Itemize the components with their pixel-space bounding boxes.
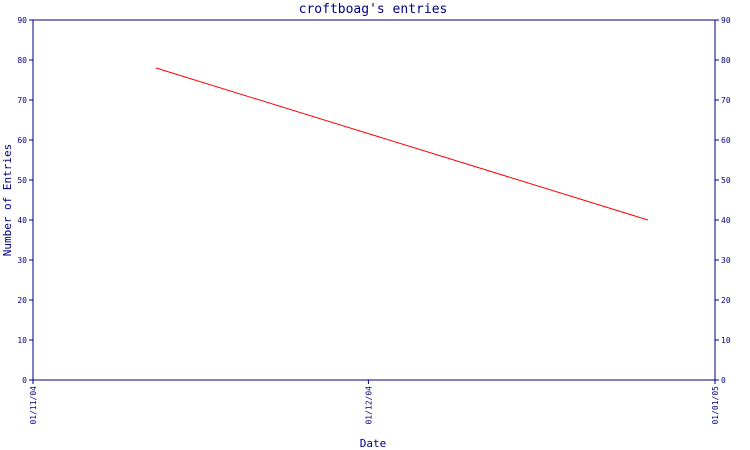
x-tick-label: 01/11/04 xyxy=(29,386,38,425)
y-tick-label-left: 90 xyxy=(17,16,27,25)
series-line xyxy=(155,67,649,221)
x-axis: 01/11/04 01/12/04 01/01/05 xyxy=(29,380,720,425)
y-tick-label-right: 90 xyxy=(721,16,731,25)
chart-title: croftboag's entries xyxy=(299,2,448,17)
x-axis-label: Date xyxy=(360,437,387,450)
y-tick-label-right: 10 xyxy=(721,336,731,345)
y-tick-label-right: 70 xyxy=(721,96,731,105)
y-tick-label-right: 30 xyxy=(721,256,731,265)
y-tick-label-right: 50 xyxy=(721,176,731,185)
y-axis-right: 0 10 20 30 40 50 60 70 80 90 xyxy=(715,16,731,385)
y-tick-label-right: 80 xyxy=(721,56,731,65)
y-tick-label-left: 10 xyxy=(17,336,27,345)
plot-area-frame xyxy=(32,19,716,381)
y-tick-label-right: 0 xyxy=(721,376,726,385)
y-axis-label: Number of Entries xyxy=(1,144,14,257)
y-axis-left: 0 10 20 30 40 50 60 70 80 90 xyxy=(17,16,33,385)
y-tick-label-right: 20 xyxy=(721,296,731,305)
x-tick-label: 01/01/05 xyxy=(711,386,720,425)
y-tick-label-right: 60 xyxy=(721,136,731,145)
y-tick-label-left: 0 xyxy=(22,376,27,385)
y-tick-label-left: 50 xyxy=(17,176,27,185)
y-tick-label-right: 40 xyxy=(721,216,731,225)
y-tick-label-left: 70 xyxy=(17,96,27,105)
y-tick-label-left: 80 xyxy=(17,56,27,65)
x-tick-label: 01/12/04 xyxy=(364,386,373,425)
y-tick-label-left: 60 xyxy=(17,136,27,145)
y-tick-label-left: 30 xyxy=(17,256,27,265)
y-tick-label-left: 40 xyxy=(17,216,27,225)
series-layer xyxy=(155,67,649,221)
y-tick-label-left: 20 xyxy=(17,296,27,305)
